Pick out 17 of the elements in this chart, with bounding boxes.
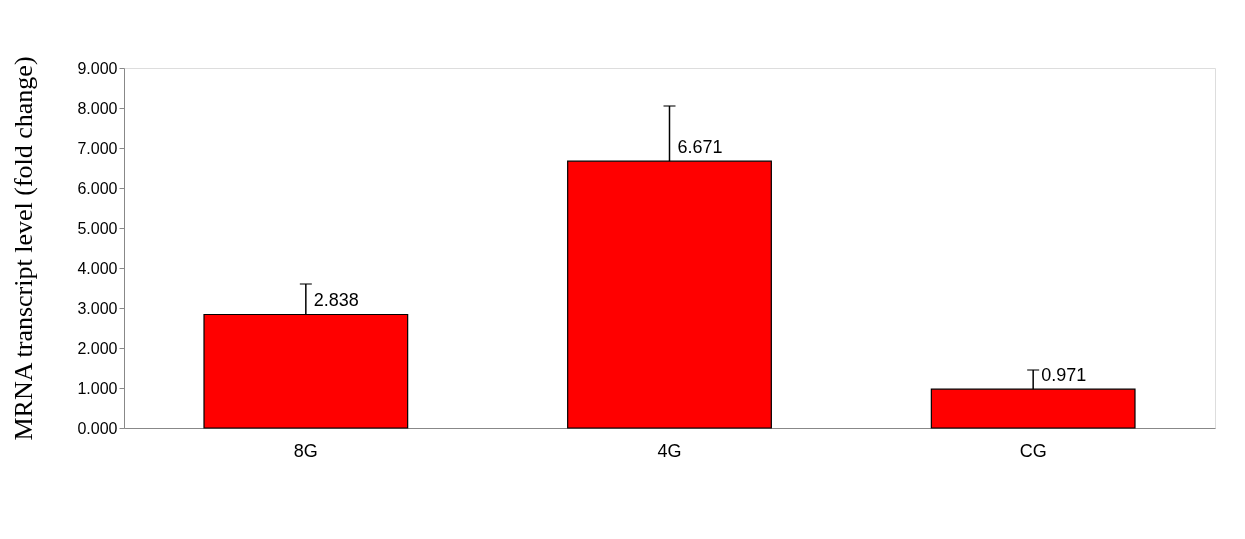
- x-tick-label: CG: [1019, 440, 1047, 461]
- y-tick-label: 1.000: [77, 379, 118, 397]
- data-label: 2.838: [313, 290, 359, 311]
- data-label: 0.971: [1041, 365, 1087, 386]
- y-tick-label: 4.000: [77, 259, 118, 277]
- x-tick-label: 8G: [293, 440, 318, 461]
- y-axis-title: MRNA transcript level (fold change): [9, 56, 39, 441]
- y-tick-label: 5.000: [77, 219, 118, 237]
- data-label: 6.671: [677, 137, 723, 158]
- y-tick-label: 8.000: [77, 99, 118, 117]
- x-tick-label: 4G: [657, 440, 682, 461]
- y-tick-label: 7.000: [77, 139, 118, 157]
- y-tick-label: 6.000: [77, 179, 118, 197]
- y-tick-label: 9.000: [77, 59, 118, 77]
- y-tick-label: 3.000: [77, 299, 118, 317]
- y-tick-label: 2.000: [77, 339, 118, 357]
- y-tick-label: 0.000: [77, 419, 118, 437]
